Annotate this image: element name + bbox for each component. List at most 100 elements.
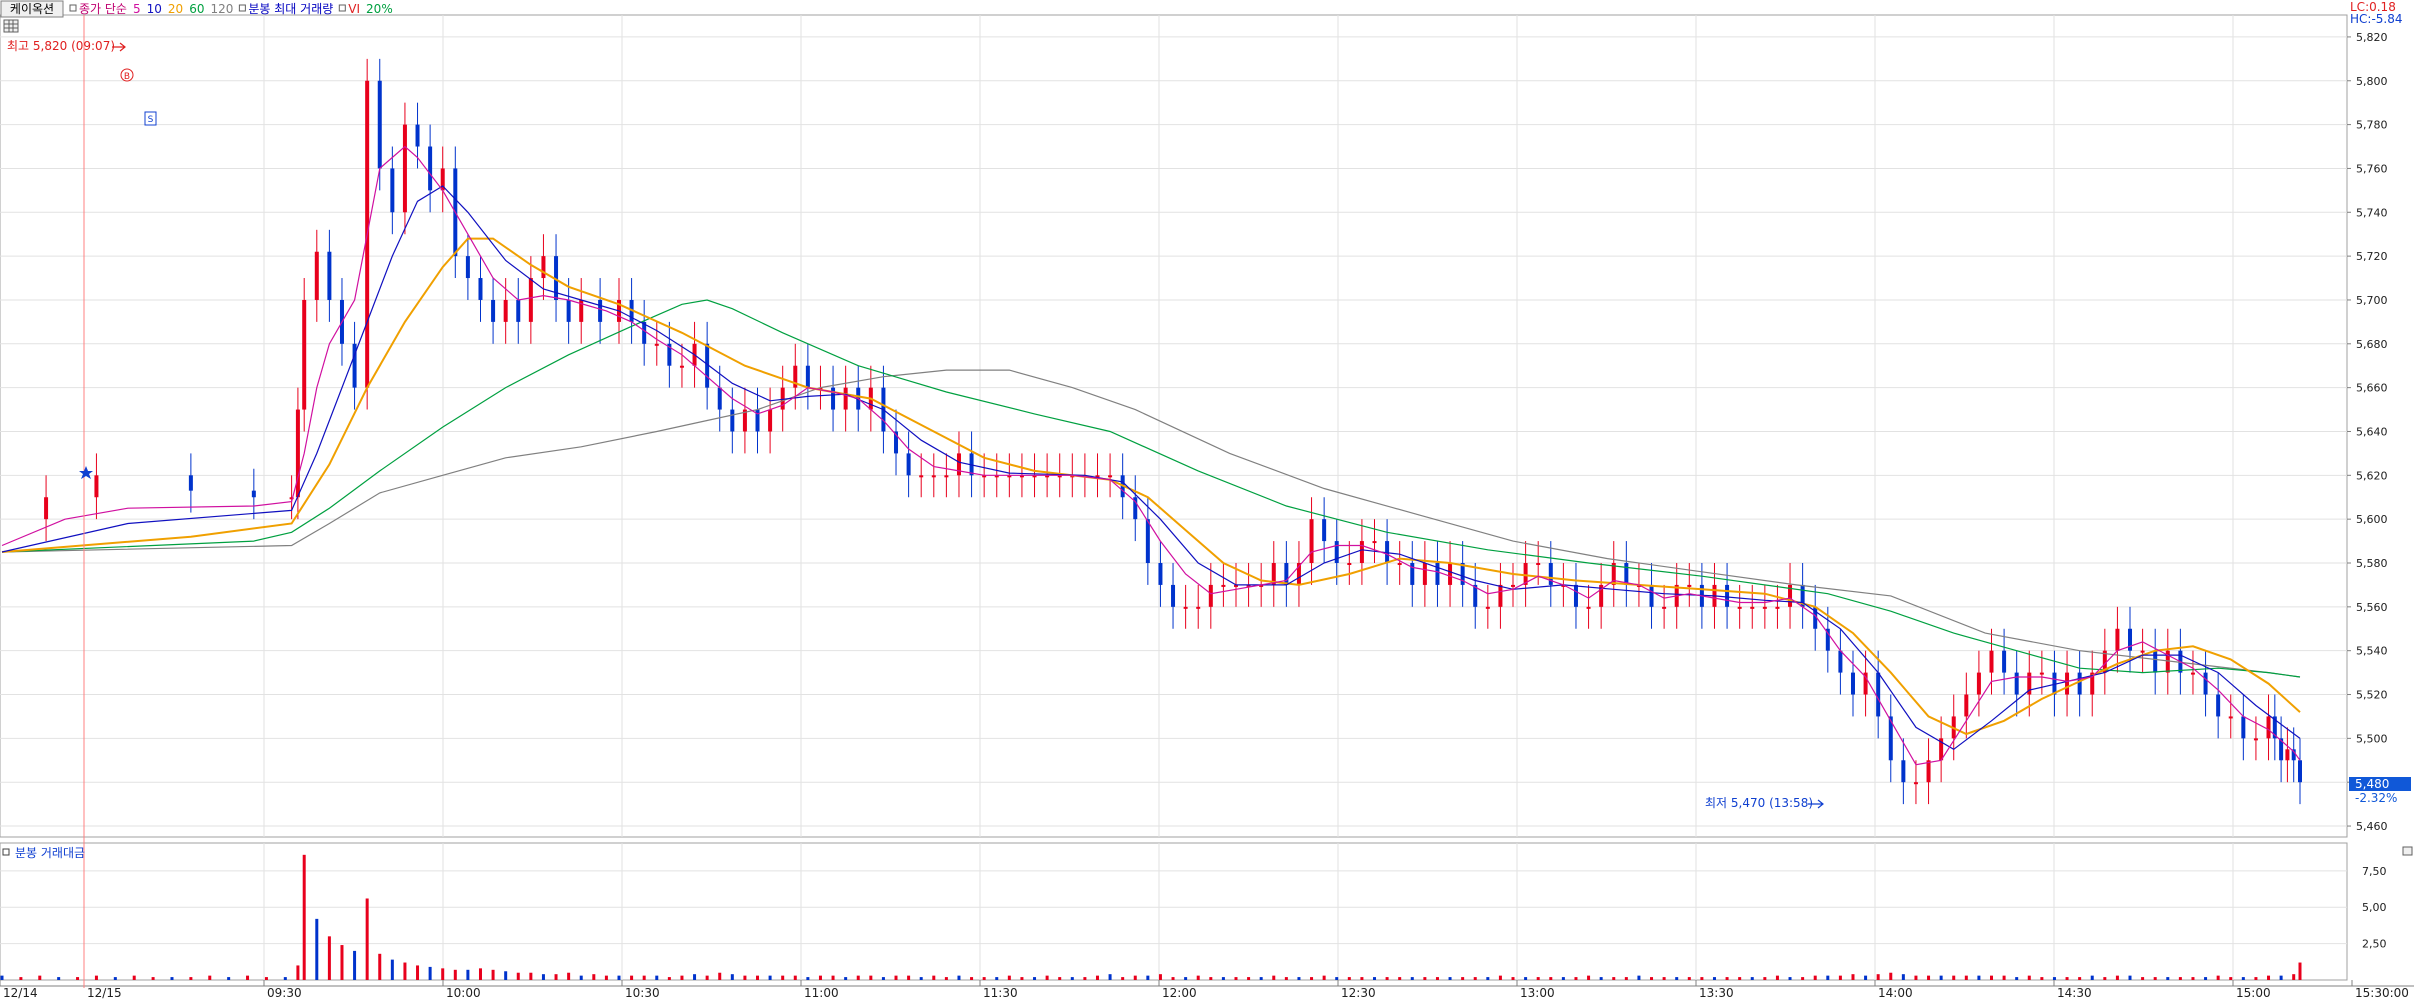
price-bar (1939, 738, 1944, 761)
price-bar (1825, 628, 1830, 651)
volume-bar (1788, 977, 1792, 980)
legend-item: 분봉 최대 거래량 (248, 2, 333, 16)
price-bar (1322, 519, 1327, 542)
legend-item: 60 (189, 2, 204, 16)
volume-bar (1876, 974, 1880, 980)
y-tick-label: 5,620 (2356, 469, 2388, 482)
x-tick-label: 13:00 (1520, 986, 1555, 1000)
price-bar (1888, 716, 1893, 761)
price-bar (1108, 475, 1113, 478)
price-bar (541, 256, 546, 279)
volume-bar (630, 975, 634, 980)
price-bar (1813, 606, 1818, 629)
volume-bar (403, 962, 407, 980)
volume-bar (2128, 975, 2132, 980)
volume-bar (2040, 977, 2044, 980)
price-bar (1070, 475, 1075, 478)
volume-bar (1624, 977, 1628, 980)
price-bar (654, 343, 659, 346)
price-bar (2203, 672, 2208, 695)
volume-bar (1687, 977, 1691, 980)
volume-bars (0, 854, 2302, 980)
price-bar (2291, 749, 2296, 761)
price-bar (1296, 563, 1301, 585)
price-bar (415, 124, 420, 147)
price-bar (1649, 584, 1654, 607)
volume-bar (2298, 962, 2302, 980)
price-bar (2298, 760, 2302, 783)
price-bar (1800, 584, 1805, 607)
price-bar (579, 299, 584, 322)
volume-bar (2292, 974, 2296, 980)
volume-bar (2241, 977, 2245, 980)
price-bar (390, 168, 395, 213)
volume-bar (516, 972, 520, 980)
volume-bar (2141, 977, 2145, 980)
volume-bar (478, 968, 482, 980)
volume-bar (1410, 977, 1414, 980)
buy-marker-icon (120, 68, 134, 82)
price-bar (327, 251, 332, 300)
volume-bar (957, 975, 961, 980)
y-tick-label: 5,500 (2356, 732, 2388, 745)
price-bar (667, 343, 672, 366)
volume-tick-label: 2,50 (2362, 938, 2387, 951)
volume-bar (944, 977, 948, 980)
volume-bar (1801, 977, 1805, 980)
price-bar (2027, 672, 2032, 695)
volume-bar (491, 969, 495, 980)
volume-bar (1007, 975, 1011, 980)
legend-item: 10 (147, 2, 162, 16)
volume-bar (529, 972, 533, 980)
title-button[interactable] (0, 0, 64, 18)
price-bar (1259, 584, 1264, 587)
volume-bar (2078, 977, 2082, 980)
volume-bar (1927, 975, 1931, 980)
volume-bar (466, 969, 470, 980)
volume-bar (327, 936, 331, 980)
x-tick-label: 12/14 (3, 986, 38, 1000)
legend-item: 20 (168, 2, 183, 16)
price-bar (1876, 672, 1881, 717)
price-bar (1171, 584, 1176, 607)
volume-bar (132, 975, 136, 980)
price-bar (2285, 749, 2290, 761)
volume-bar (2204, 977, 2208, 980)
price-bar (2241, 716, 2246, 739)
volume-bar (844, 977, 848, 980)
volume-bar (1347, 977, 1351, 980)
price-bar (2102, 650, 2107, 673)
price-bar (2279, 738, 2284, 761)
volume-bar (919, 977, 923, 980)
price-bar (478, 278, 483, 300)
price-bar (1737, 606, 1742, 609)
volume-bar (554, 974, 558, 980)
x-tick-label: 12/15 (87, 986, 122, 1000)
panel-resize-handle[interactable] (2402, 846, 2413, 856)
volume-bar (541, 974, 545, 980)
volume-bar (1524, 977, 1528, 980)
volume-bar (2279, 975, 2283, 980)
price-bar (1309, 519, 1314, 563)
volume-bar (1184, 977, 1188, 980)
price-bar (94, 475, 99, 498)
price-bar (1095, 475, 1100, 478)
toolbar-grid-icon[interactable] (3, 19, 19, 33)
price-bar (2052, 672, 2057, 695)
volume-bar (1196, 975, 1200, 980)
volume-bar (1901, 974, 1905, 980)
volume-bar (1133, 975, 1137, 980)
volume-bar (1838, 975, 1842, 980)
x-tick-label: 10:00 (446, 986, 481, 1000)
indicator-legend[interactable]: 종가 단순 5 10 20 60 120 분봉 최대 거래량 VI 20% (69, 2, 393, 16)
price-bar (1183, 606, 1188, 609)
price-bar (768, 409, 773, 432)
hc-readout: HC:-5.84 (2350, 12, 2403, 26)
legend-item: 120 (210, 2, 233, 16)
volume-bar (1272, 975, 1276, 980)
price-bar (919, 475, 924, 478)
y-tick-label: 5,700 (2356, 294, 2388, 307)
price-bar (1662, 606, 1667, 609)
volume-bar (1990, 975, 1994, 980)
volume-bar (1712, 977, 1716, 980)
